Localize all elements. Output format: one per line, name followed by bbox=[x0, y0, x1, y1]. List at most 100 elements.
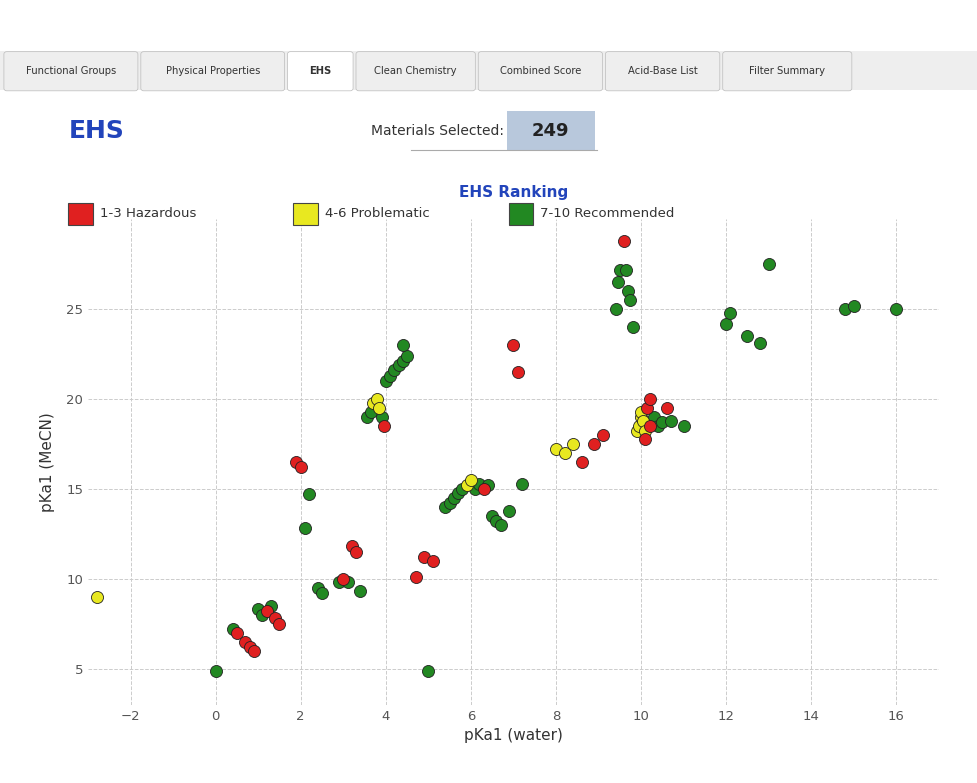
Point bbox=[573, 456, 589, 468]
Point bbox=[471, 478, 487, 490]
Point bbox=[369, 393, 385, 406]
Point bbox=[888, 303, 904, 316]
Point bbox=[407, 571, 423, 583]
Point bbox=[263, 600, 278, 612]
Point bbox=[364, 396, 380, 409]
Point bbox=[637, 432, 653, 445]
Point bbox=[237, 636, 253, 648]
Point bbox=[622, 294, 638, 306]
Point bbox=[586, 438, 602, 450]
Point bbox=[254, 608, 270, 621]
Point bbox=[658, 402, 674, 414]
Point bbox=[352, 585, 367, 597]
Text: EHS Ranking: EHS Ranking bbox=[458, 185, 568, 200]
Point bbox=[505, 339, 521, 352]
Text: Materials Selected:: Materials Selected: bbox=[370, 124, 503, 138]
Text: Clean Chemistry: Clean Chemistry bbox=[374, 67, 456, 76]
Point bbox=[420, 664, 436, 677]
Point bbox=[362, 406, 378, 418]
Point bbox=[301, 488, 317, 500]
Point bbox=[760, 258, 776, 270]
Point bbox=[463, 474, 479, 486]
Point bbox=[272, 618, 287, 630]
Point bbox=[375, 420, 391, 432]
Point bbox=[314, 587, 329, 600]
Point bbox=[310, 582, 325, 594]
Point bbox=[654, 416, 669, 428]
Point bbox=[229, 626, 244, 639]
Point bbox=[424, 554, 440, 567]
Point bbox=[373, 411, 389, 424]
Point bbox=[556, 447, 572, 460]
Point bbox=[675, 420, 691, 432]
Point bbox=[628, 425, 644, 438]
Point bbox=[458, 479, 474, 492]
Text: 4-6 Problematic: 4-6 Problematic bbox=[324, 207, 429, 220]
Point bbox=[446, 492, 461, 504]
Point bbox=[449, 486, 465, 499]
Point bbox=[639, 402, 655, 414]
Point bbox=[722, 306, 738, 319]
Point bbox=[616, 235, 631, 247]
Point bbox=[836, 303, 852, 316]
Point bbox=[717, 317, 733, 330]
Text: Functional Groups: Functional Groups bbox=[25, 67, 116, 76]
Text: 1-3 Hazardous: 1-3 Hazardous bbox=[100, 207, 196, 220]
Text: 249: 249 bbox=[531, 122, 569, 139]
Point bbox=[386, 364, 402, 377]
Text: 7-10 Recommended: 7-10 Recommended bbox=[539, 207, 673, 220]
Text: EHS: EHS bbox=[309, 67, 331, 76]
Point bbox=[630, 420, 646, 432]
Point bbox=[633, 406, 649, 418]
Point bbox=[739, 330, 754, 342]
Y-axis label: pKa1 (MeCN): pKa1 (MeCN) bbox=[40, 412, 55, 512]
Point bbox=[641, 420, 657, 432]
Point bbox=[547, 443, 563, 456]
Point bbox=[607, 303, 622, 316]
Point bbox=[208, 664, 224, 677]
Point bbox=[241, 641, 257, 654]
Point bbox=[395, 355, 410, 367]
Point bbox=[484, 510, 499, 522]
Point bbox=[633, 411, 649, 424]
Point bbox=[624, 321, 640, 334]
Point bbox=[467, 482, 483, 495]
Point bbox=[617, 263, 633, 276]
Point bbox=[454, 482, 470, 495]
Text: Acid-Base List: Acid-Base List bbox=[627, 67, 697, 76]
Point bbox=[391, 359, 406, 371]
Point bbox=[344, 540, 360, 553]
Point bbox=[395, 339, 410, 352]
Point bbox=[501, 504, 517, 517]
Point bbox=[246, 644, 262, 657]
Point bbox=[293, 461, 309, 474]
Text: EHS: EHS bbox=[68, 119, 124, 143]
Point bbox=[565, 438, 580, 450]
Point bbox=[492, 518, 508, 531]
Point bbox=[442, 497, 457, 510]
Point bbox=[335, 572, 351, 585]
Point bbox=[250, 603, 266, 615]
Text: Physical Properties: Physical Properties bbox=[165, 67, 260, 76]
Point bbox=[845, 299, 861, 312]
Point bbox=[612, 263, 627, 276]
Point bbox=[514, 478, 530, 490]
Point bbox=[751, 337, 767, 349]
X-axis label: pKa1 (water): pKa1 (water) bbox=[463, 728, 563, 743]
Point bbox=[371, 402, 387, 414]
Text: Combined Score: Combined Score bbox=[499, 67, 580, 76]
Point bbox=[488, 515, 504, 528]
Point bbox=[399, 350, 414, 363]
Point bbox=[509, 366, 525, 378]
Point bbox=[297, 522, 313, 535]
Point bbox=[267, 612, 282, 625]
Point bbox=[480, 479, 495, 492]
Point bbox=[646, 411, 661, 424]
Point bbox=[619, 285, 635, 298]
Point bbox=[635, 414, 651, 427]
Point bbox=[348, 546, 363, 558]
Point bbox=[610, 276, 625, 288]
Point bbox=[594, 429, 610, 442]
Point bbox=[288, 456, 304, 468]
Point bbox=[650, 420, 665, 432]
